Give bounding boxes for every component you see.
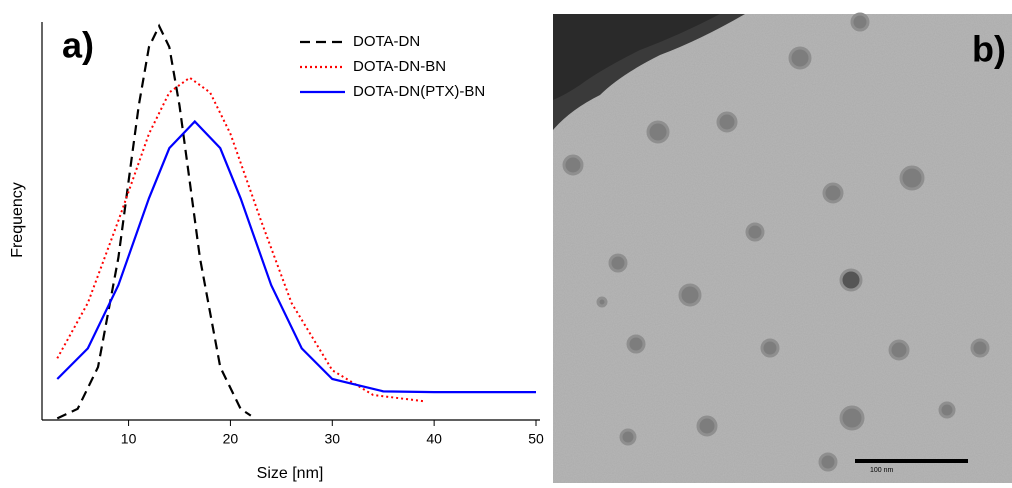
line-series (56, 119, 536, 394)
x-tick-label: 10 (121, 431, 137, 447)
line-series (56, 76, 425, 403)
x-axis-label: Size [nm] (257, 465, 324, 482)
y-axis-label: Frequency (9, 182, 26, 258)
panel-label: a) (62, 25, 94, 66)
x-tick-label: 20 (223, 431, 239, 447)
line-series (56, 23, 252, 420)
legend-label: DOTA-DN (353, 33, 420, 50)
legend-label: DOTA-DN(PTX)-BN (353, 83, 485, 100)
scale-bar-label: 100 nm (870, 467, 894, 474)
x-tick-label: 40 (426, 431, 442, 447)
x-tick-label: 30 (324, 431, 340, 447)
x-tick-label: 50 (528, 431, 544, 447)
tem-image: 100 nm b) (553, 12, 1012, 483)
panel-label: b) (972, 29, 1006, 70)
legend-label: DOTA-DN-BN (353, 58, 446, 75)
